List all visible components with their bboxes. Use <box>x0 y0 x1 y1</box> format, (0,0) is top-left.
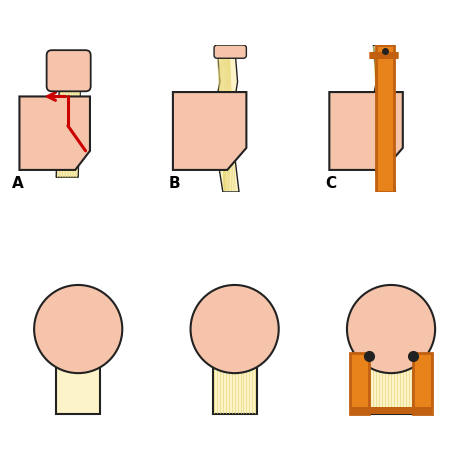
Polygon shape <box>56 363 100 414</box>
Polygon shape <box>329 92 403 170</box>
FancyBboxPatch shape <box>46 50 91 91</box>
Text: B: B <box>169 175 180 191</box>
Polygon shape <box>376 45 394 192</box>
Polygon shape <box>56 52 81 177</box>
Text: C: C <box>325 175 336 191</box>
Polygon shape <box>369 363 413 414</box>
Polygon shape <box>369 45 395 192</box>
Polygon shape <box>413 353 432 414</box>
FancyBboxPatch shape <box>214 45 246 58</box>
Polygon shape <box>212 363 257 414</box>
Circle shape <box>34 285 122 373</box>
Polygon shape <box>19 97 90 170</box>
Polygon shape <box>212 45 239 192</box>
Circle shape <box>347 285 435 373</box>
Circle shape <box>191 285 279 373</box>
Text: A: A <box>12 175 24 191</box>
Polygon shape <box>173 92 246 170</box>
Polygon shape <box>350 353 369 414</box>
